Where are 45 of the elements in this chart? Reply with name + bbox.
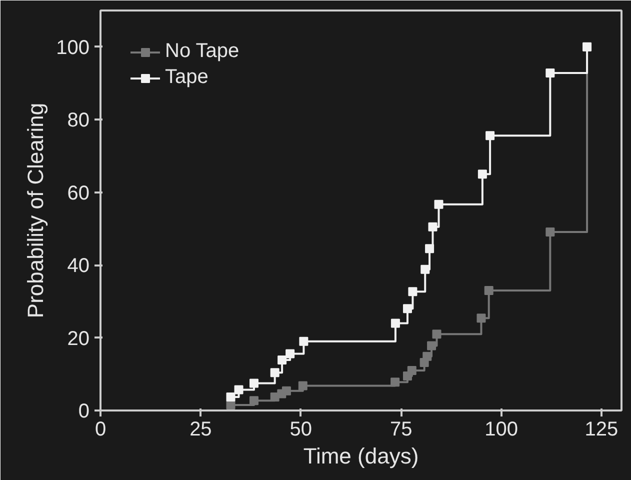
point (402, 304, 412, 314)
y-tick-label: 0 (78, 400, 90, 422)
point (282, 386, 291, 396)
point (484, 286, 494, 295)
point (286, 349, 295, 358)
y-tick-label: 20 (67, 328, 90, 350)
x-tick-label: 100 (484, 418, 518, 440)
point (425, 244, 434, 254)
point (226, 392, 236, 402)
point (234, 385, 244, 394)
point (278, 355, 287, 364)
point (420, 264, 430, 274)
point (486, 131, 495, 140)
y-tick-label: 60 (67, 182, 90, 204)
point (546, 227, 555, 236)
point (390, 378, 400, 387)
x-tick-label: 0 (94, 418, 106, 440)
point (432, 330, 442, 339)
point (270, 368, 280, 378)
point (476, 314, 486, 323)
point (298, 381, 308, 390)
point (478, 170, 487, 179)
point (249, 378, 258, 388)
y-tick-label: 80 (67, 110, 90, 132)
y-tick-label: 40 (67, 255, 90, 278)
point (226, 400, 236, 410)
legend-label: Tape (165, 66, 208, 89)
point (407, 366, 416, 375)
point (249, 396, 258, 406)
x-tick-label: 25 (190, 418, 212, 440)
point (299, 336, 308, 346)
y-axis-title: Probability of Clearing (23, 102, 48, 318)
x-tick-label: 50 (290, 418, 312, 440)
x-tick-label: 125 (584, 418, 618, 440)
x-tick-label: 75 (390, 418, 412, 440)
point (428, 222, 438, 232)
point (434, 200, 444, 209)
point (427, 341, 436, 350)
point (546, 68, 555, 78)
y-tick-label: 100 (56, 36, 90, 59)
point (408, 287, 418, 296)
x-axis-title: Time (days) (303, 444, 419, 468)
point (390, 318, 400, 328)
point (422, 352, 432, 361)
legend-label: No Tape (165, 40, 240, 63)
